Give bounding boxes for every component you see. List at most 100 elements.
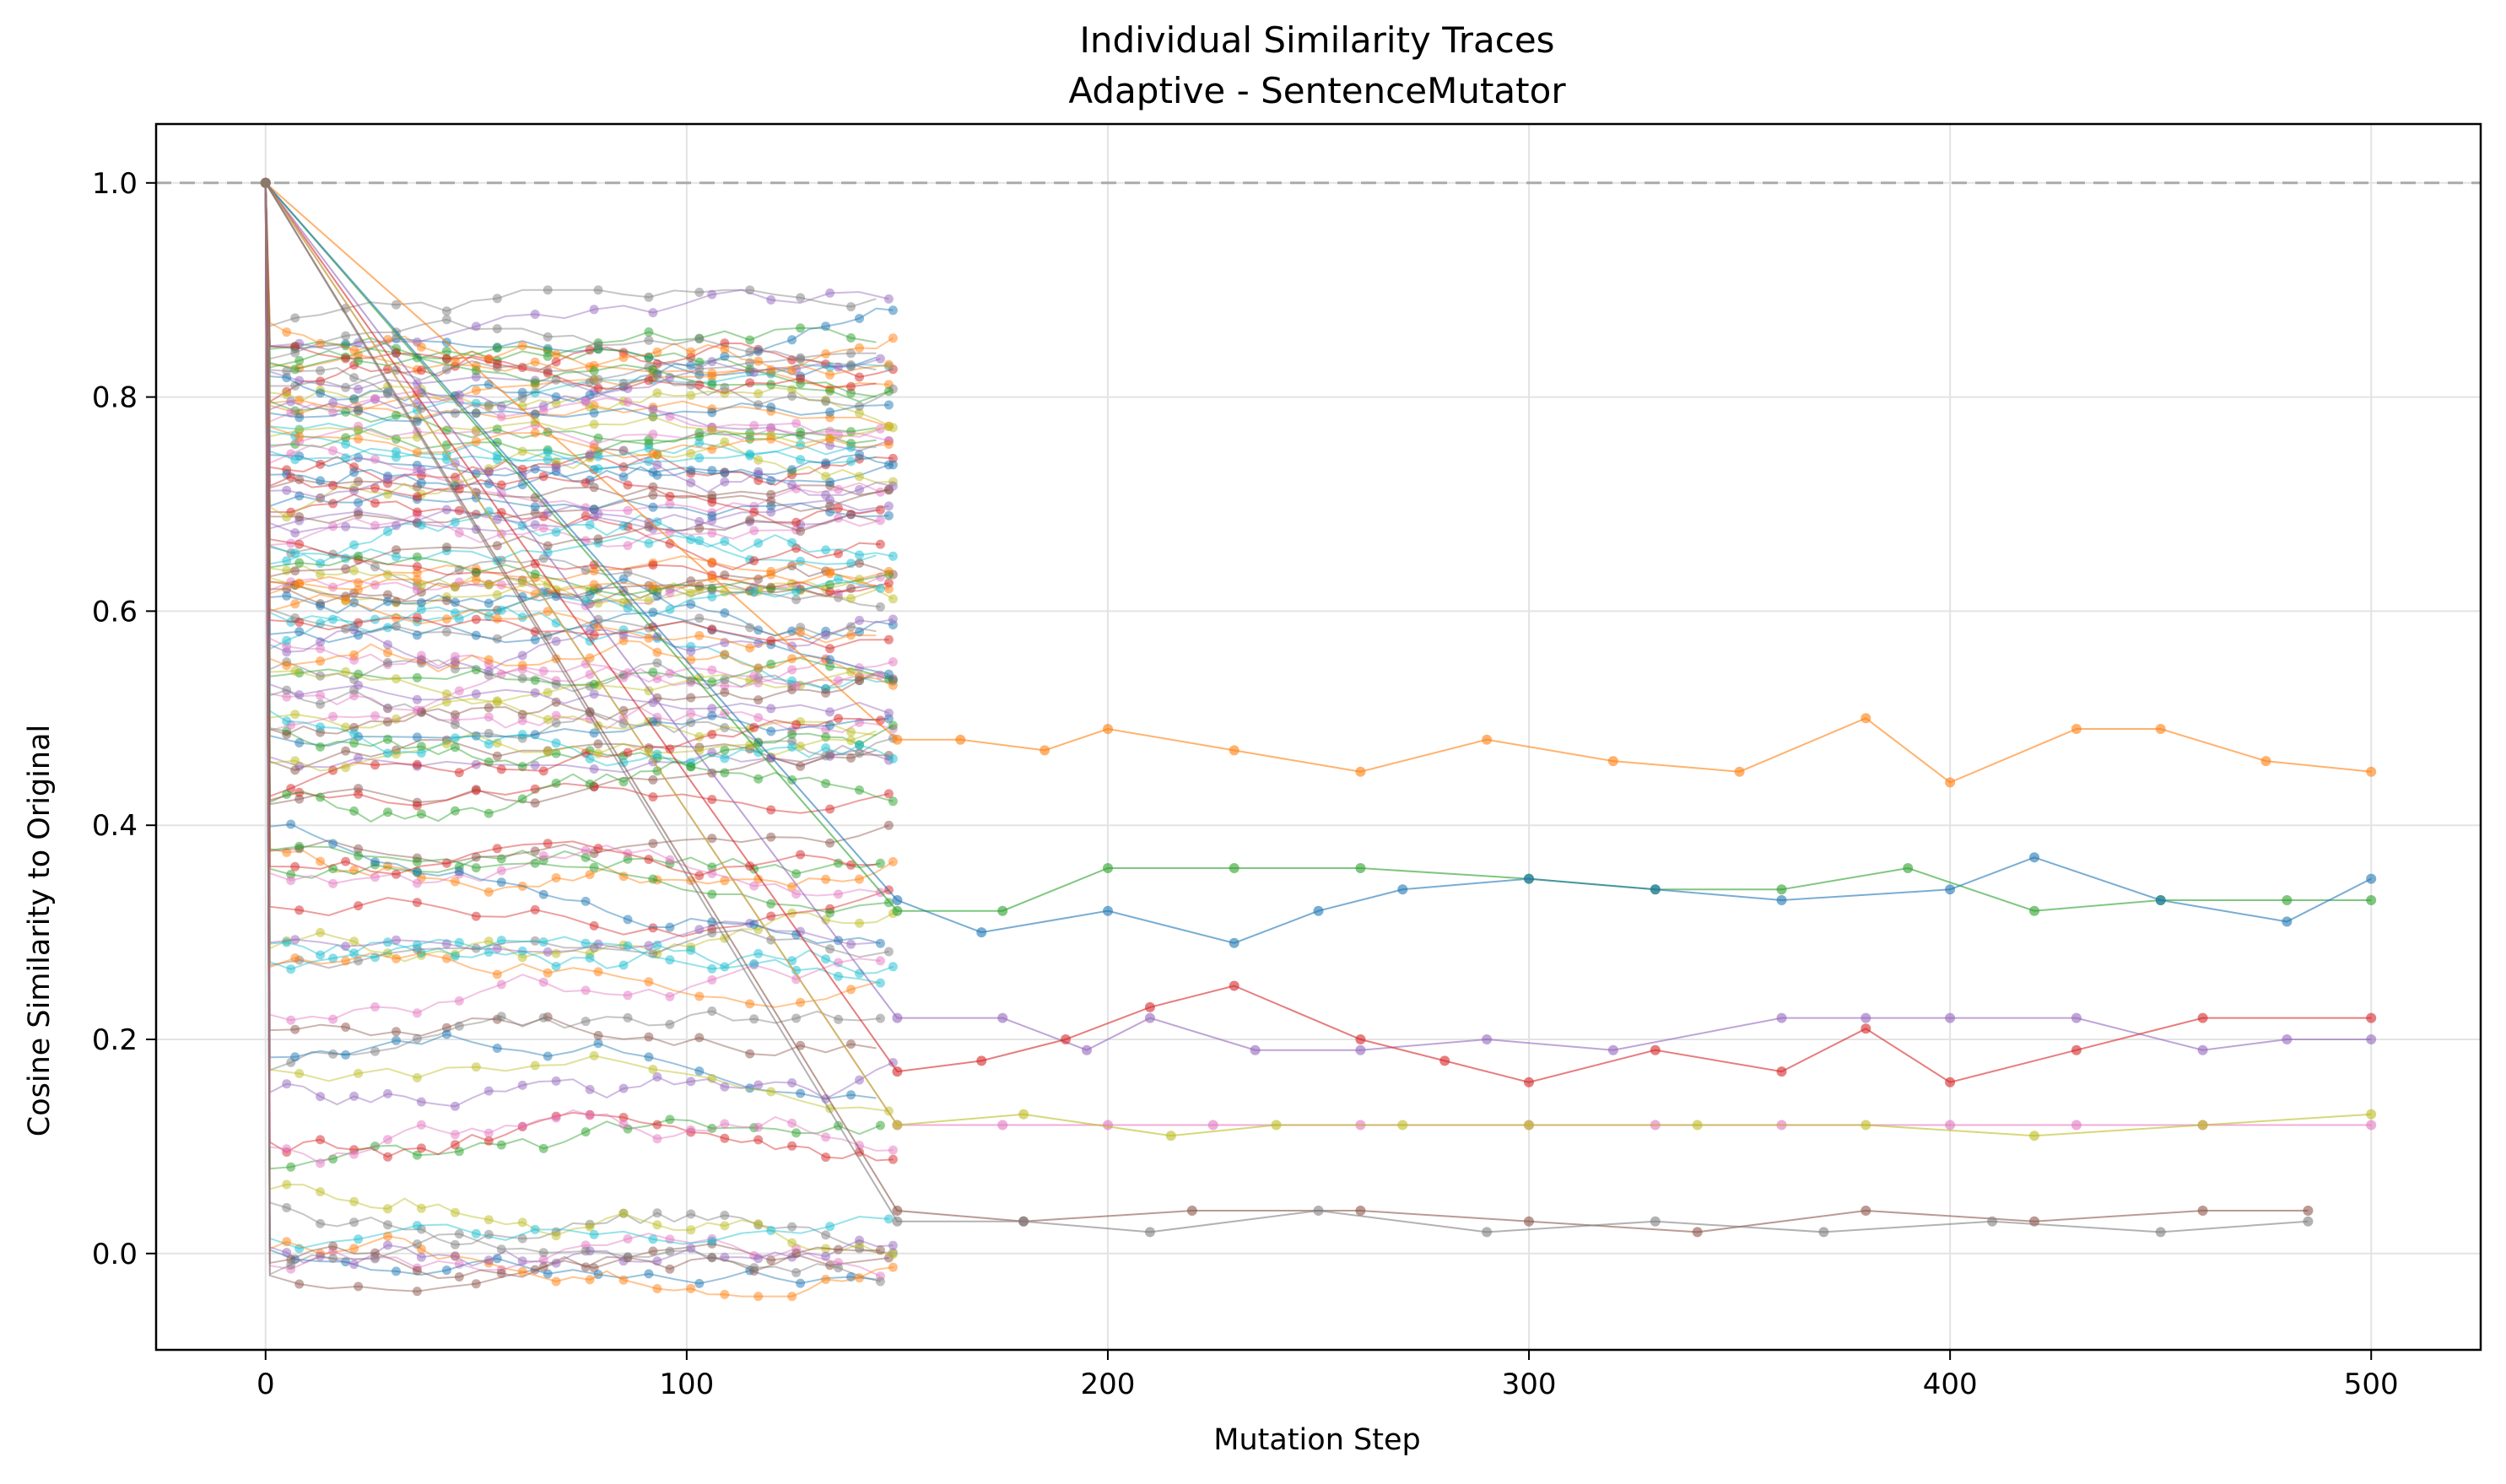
short-trace-76-point-20 (665, 668, 675, 678)
short-trace-89-point-2 (282, 937, 292, 947)
long-trace-0-point-14 (2260, 756, 2271, 767)
short-trace-18-point-24 (652, 388, 662, 398)
short-trace-105-point-10 (530, 1265, 540, 1275)
short-trace-44-point-10 (492, 515, 502, 525)
short-trace-116-point-34 (821, 1132, 831, 1142)
short-trace-69-point-20 (665, 604, 675, 614)
y-axis-ticks: 0.0 0.2 0.4 0.6 0.8 1.0 (92, 167, 156, 1271)
short-trace-40-line (264, 182, 889, 423)
short-trace-108-point-6 (349, 1196, 359, 1206)
short-trace-89-point-18 (551, 962, 561, 971)
short-trace-79-point-2 (282, 716, 292, 726)
short-trace-76 (261, 178, 885, 732)
short-trace-97-point-10 (530, 936, 540, 946)
short-trace-116-point-30 (753, 1122, 764, 1132)
short-trace-79-point-18 (551, 738, 561, 748)
short-trace-14-point-20 (825, 440, 835, 451)
short-trace-80-point-2 (294, 627, 305, 637)
short-trace-103-point-2 (290, 861, 300, 872)
short-trace-17-point-24 (846, 348, 856, 359)
short-trace-50-point-36 (855, 450, 864, 460)
short-trace-69-point-26 (791, 586, 802, 596)
short-trace-50-point-28 (720, 468, 730, 478)
short-trace-41-point-38 (888, 333, 898, 343)
short-trace-107-point-14 (483, 1229, 494, 1239)
short-trace-28-point-26 (686, 588, 696, 598)
short-trace-114 (261, 178, 898, 1270)
short-trace-12-point-8 (441, 346, 451, 356)
short-trace-58-point-8 (441, 697, 451, 707)
short-trace-53-point-2 (286, 472, 296, 482)
short-trace-41-point-18 (551, 349, 561, 359)
long-trace-0-line (265, 182, 2372, 784)
short-trace-60-point-36 (855, 627, 864, 637)
short-trace-116-point-26 (686, 1125, 696, 1135)
short-trace-63-point-20 (825, 804, 835, 814)
short-trace-76-point-12 (496, 669, 506, 679)
short-trace-51-point-4 (354, 434, 364, 444)
short-trace-108-point-22 (618, 1208, 629, 1218)
short-trace-9-point-22 (796, 556, 806, 566)
long-trace-3-point-3 (1082, 1044, 1092, 1055)
short-trace-73-point-10 (454, 768, 464, 778)
short-trace-77-point-20 (745, 623, 755, 633)
short-trace-97-point-12 (589, 942, 599, 952)
short-trace-82-point-2 (282, 790, 292, 799)
short-trace-100-point-16 (581, 896, 591, 906)
short-trace-114-point-4 (316, 1251, 326, 1261)
short-trace-91-line (264, 182, 894, 893)
short-trace-103-point-10 (492, 844, 502, 854)
short-trace-107-point-2 (282, 1203, 292, 1212)
short-trace-76-point-10 (454, 686, 464, 696)
short-trace-30-point-22 (883, 510, 894, 521)
short-trace-111-point-28 (720, 1289, 730, 1299)
short-trace-98-line (264, 182, 889, 1112)
short-trace-109-point-18 (766, 1226, 776, 1235)
long-trace-3-point-6 (1355, 1044, 1366, 1055)
short-trace-73-point-6 (370, 760, 380, 770)
short-trace-69-point-28 (834, 574, 843, 584)
short-trace-114-point-16 (517, 1256, 527, 1266)
long-trace-2-point-12 (2155, 895, 2166, 905)
short-trace-81-point-10 (492, 614, 502, 623)
short-trace-74-point-10 (416, 655, 426, 665)
short-trace-75-point-8 (383, 717, 392, 727)
short-trace-40-point-10 (530, 409, 540, 419)
short-trace-74-point-34 (821, 630, 831, 640)
short-trace-85 (261, 178, 877, 1059)
short-trace-81-point-4 (341, 595, 351, 605)
short-trace-99-point-18 (623, 941, 633, 951)
short-trace-99-point-20 (665, 955, 675, 965)
long-trace-0-point-11 (1945, 777, 1956, 788)
short-trace-114-line (264, 182, 894, 1267)
short-trace-27-point-6 (392, 299, 401, 310)
short-trace-65-point-4 (341, 746, 351, 756)
short-trace-81-point-2 (290, 599, 300, 609)
short-trace-95-point-16 (707, 834, 717, 844)
short-trace-96-point-2 (286, 876, 296, 886)
short-trace-87-line (264, 182, 881, 1071)
short-trace-116-point-2 (282, 1144, 292, 1154)
short-trace-27-point-12 (543, 285, 553, 295)
short-trace-13-point-16 (581, 511, 591, 521)
short-trace-72-point-28 (720, 745, 730, 755)
short-trace-45 (261, 178, 877, 578)
short-trace-84-point-2 (294, 690, 305, 700)
short-trace-9-point-24 (846, 559, 856, 569)
short-trace-67-point-34 (821, 751, 831, 761)
short-trace-117-line (264, 182, 881, 1282)
short-trace-16-point-12 (496, 580, 506, 590)
short-trace-35-point-14 (648, 482, 658, 492)
long-trace-7-point-5 (1524, 1216, 1534, 1227)
short-trace-17-point-18 (694, 364, 705, 374)
long-trace-6-point-7 (1692, 1120, 1703, 1131)
short-trace-47-point-4 (341, 331, 351, 341)
short-trace-89-point-12 (450, 951, 460, 961)
short-trace-15-point-28 (720, 570, 730, 580)
short-trace-74-point-18 (551, 636, 561, 646)
short-trace-105-point-8 (471, 1279, 481, 1289)
short-trace-25-point-24 (846, 584, 856, 593)
short-trace-51-point-8 (471, 436, 481, 446)
short-trace-21-point-22 (883, 359, 894, 370)
short-trace-28-point-32 (787, 579, 797, 589)
